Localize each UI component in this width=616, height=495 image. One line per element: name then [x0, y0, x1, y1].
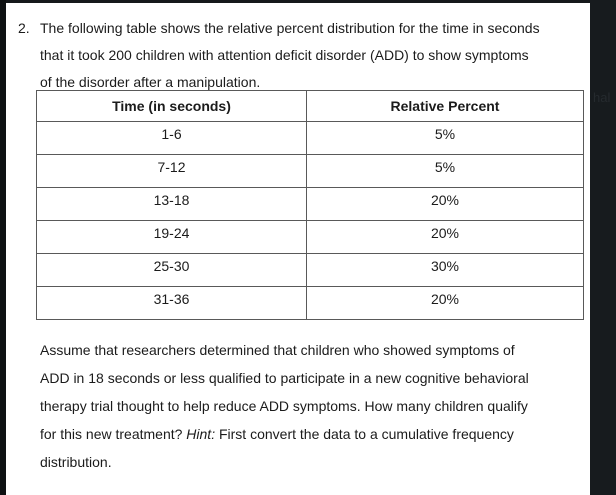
paragraph-line: Assume that researchers determined that … [40, 342, 515, 358]
question-line: that it took 200 children with attention… [40, 47, 529, 63]
question-block: 2. The following table shows the relativ… [18, 15, 540, 96]
time-cell: 31-36 [36, 286, 307, 320]
time-cell: 13-18 [36, 187, 307, 221]
distribution-table: Time (in seconds) Relative Percent 1-6 5… [36, 90, 584, 320]
table-header-row: Time (in seconds) Relative Percent [36, 90, 584, 122]
left-edge-strip [0, 0, 6, 495]
table-row: 25-30 30% [36, 253, 584, 287]
table-row: 13-18 20% [36, 187, 584, 221]
paragraph-line: therapy trial thought to help reduce ADD… [40, 398, 528, 414]
table-row: 1-6 5% [36, 121, 584, 155]
percent-cell: 5% [306, 121, 584, 155]
question-line: The following table shows the relative p… [40, 20, 540, 36]
hint-label: Hint: [186, 426, 216, 442]
percent-cell: 20% [306, 286, 584, 320]
question-line: of the disorder after a manipulation. [40, 74, 261, 90]
time-cell: 7-12 [36, 154, 307, 188]
paragraph-line: distribution. [40, 454, 112, 470]
faint-panel-text: hal [593, 90, 611, 105]
time-cell: 25-30 [36, 253, 307, 287]
paragraph-line: for this new treatment? Hint: First conv… [40, 420, 585, 448]
time-cell: 19-24 [36, 220, 307, 254]
column-header-time: Time (in seconds) [36, 90, 307, 122]
table-row: 7-12 5% [36, 154, 584, 188]
paragraph-line: ADD in 18 seconds or less qualified to p… [40, 370, 529, 386]
table-row: 31-36 20% [36, 286, 584, 320]
table-row: 19-24 20% [36, 220, 584, 254]
right-dark-panel: hal [590, 0, 616, 495]
column-header-percent: Relative Percent [306, 90, 584, 122]
percent-cell: 20% [306, 220, 584, 254]
question-text: The following table shows the relative p… [40, 15, 540, 96]
percent-cell: 30% [306, 253, 584, 287]
followup-paragraph: Assume that researchers determined that … [40, 336, 585, 476]
time-cell: 1-6 [36, 121, 307, 155]
percent-cell: 5% [306, 154, 584, 188]
document-page: 2. The following table shows the relativ… [6, 3, 590, 495]
top-edge-bar [0, 0, 616, 3]
question-number: 2. [18, 20, 30, 36]
paragraph-segment: for this new treatment? [40, 426, 187, 442]
percent-cell: 20% [306, 187, 584, 221]
paragraph-segment: First convert the data to a cumulative f… [215, 426, 514, 442]
